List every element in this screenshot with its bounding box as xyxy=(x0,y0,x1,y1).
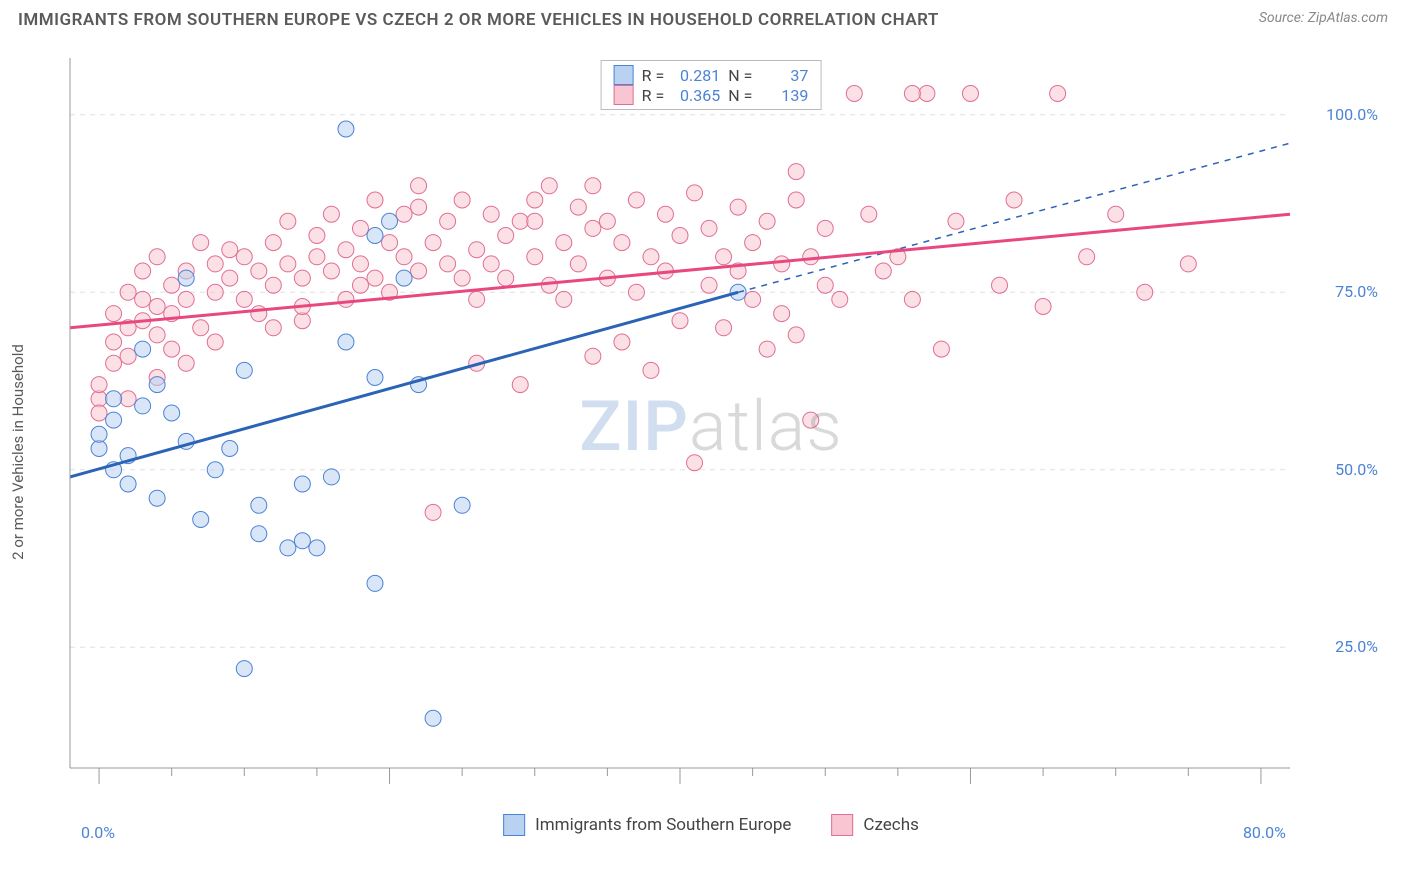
legend-swatch-pink xyxy=(831,814,853,836)
legend-swatch-blue xyxy=(614,65,634,85)
chart-title: IMMIGRANTS FROM SOUTHERN EUROPE VS CZECH… xyxy=(18,10,939,30)
n-value: 37 xyxy=(760,66,808,85)
legend-label: Czechs xyxy=(863,815,918,835)
legend-swatch-pink xyxy=(614,85,634,105)
n-label: N = xyxy=(728,86,752,105)
source-prefix: Source: xyxy=(1259,10,1308,26)
source-attribution: Source: ZipAtlas.com xyxy=(1259,10,1388,26)
n-value: 139 xyxy=(760,86,808,105)
y-tick-label: 50.0% xyxy=(1335,460,1378,479)
n-label: N = xyxy=(728,66,752,85)
r-label: R = xyxy=(642,86,665,105)
y-tick-label: 75.0% xyxy=(1335,282,1378,301)
stats-legend-row-1: R = 0.365 N = 139 xyxy=(614,85,809,105)
stats-legend-row-0: R = 0.281 N = 37 xyxy=(614,65,809,85)
legend-label: Immigrants from Southern Europe xyxy=(535,815,791,835)
r-value: 0.365 xyxy=(672,86,720,105)
y-axis-label: 2 or more Vehicles in Household xyxy=(9,344,27,560)
scatter-plot xyxy=(60,48,1360,808)
stats-legend: R = 0.281 N = 37 R = 0.365 N = 139 xyxy=(601,60,822,110)
bottom-legend: Immigrants from Southern Europe Czechs xyxy=(495,812,927,838)
y-tick-label: 25.0% xyxy=(1335,637,1378,656)
chart-area: 2 or more Vehicles in Household ZIPatlas… xyxy=(36,48,1386,838)
legend-item-1: Czechs xyxy=(831,814,918,836)
r-label: R = xyxy=(642,66,665,85)
x-tick-label: 0.0% xyxy=(81,823,115,842)
legend-swatch-blue xyxy=(503,814,525,836)
r-value: 0.281 xyxy=(672,66,720,85)
legend-item-0: Immigrants from Southern Europe xyxy=(503,814,791,836)
x-tick-label: 80.0% xyxy=(1243,823,1286,842)
y-tick-label: 100.0% xyxy=(1326,105,1378,124)
source-name: ZipAtlas.com xyxy=(1308,10,1388,26)
